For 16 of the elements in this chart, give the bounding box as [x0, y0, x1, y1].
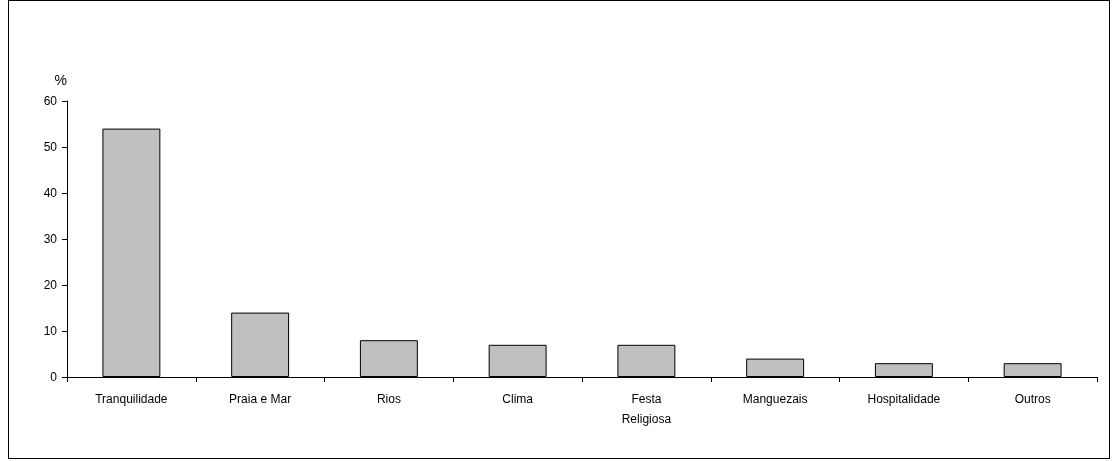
y-axis-title: %	[54, 72, 67, 88]
y-tick-label: 0	[50, 370, 58, 384]
x-tick-label: Praia e Mar	[229, 392, 292, 406]
y-tick-label: 40	[43, 186, 58, 200]
x-tick-label: Hospitalidade	[867, 392, 941, 406]
y-tick-label: 60	[43, 94, 58, 108]
y-tick-label: 30	[43, 232, 58, 246]
x-tick-label: Clima	[502, 392, 534, 406]
x-tick-label: Outros	[1014, 392, 1051, 406]
x-tick-label: Manguezais	[742, 392, 808, 406]
x-tick-label: Rios	[376, 392, 401, 406]
x-tick-label: Festa Religiosa	[621, 392, 672, 426]
y-tick-label: 20	[43, 278, 58, 292]
x-tick-label: Tranquilidade	[95, 392, 168, 406]
y-tick-label: 10	[43, 324, 58, 338]
y-tick-label: 50	[43, 140, 58, 154]
